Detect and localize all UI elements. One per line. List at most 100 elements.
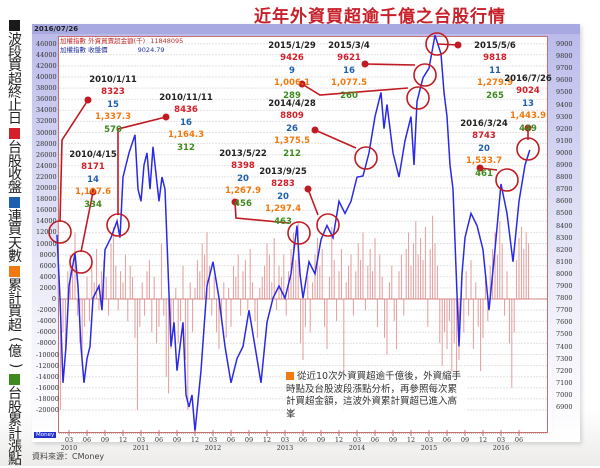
annotation-days: 13 — [522, 98, 534, 109]
highlight-circle — [354, 146, 378, 170]
x-axis-month-tick: 06 — [370, 436, 380, 444]
annotation-buy: 1,107.6 — [74, 187, 112, 198]
left-axis-tick: -16000 — [36, 383, 59, 392]
annotation-close: 9024 — [516, 86, 540, 97]
right-axis-tick: 8000 — [556, 269, 573, 278]
left-axis-tick: 38000 — [36, 84, 57, 93]
annotation-gain: 449 — [519, 123, 537, 134]
x-axis-month-tick: 06 — [514, 436, 524, 444]
left-axis-tick: 30000 — [36, 128, 57, 137]
annotation-days: 9 — [289, 65, 295, 76]
annotation-buy: 1,006.1 — [273, 78, 311, 89]
series-legend: 加權指數 外資買賣超金額(千) 11848095 加權指數 收盤價 9024.7… — [60, 37, 183, 55]
annotation-days: 16 — [180, 117, 192, 128]
annotation-gain: 456 — [234, 198, 252, 209]
annotation-days: 16 — [343, 65, 355, 76]
right-axis-tick: 7100 — [556, 378, 573, 387]
left-axis-tick: 34000 — [36, 106, 57, 115]
left-axis-tick: -8000 — [37, 339, 56, 348]
annotation-2016-3-24: 2016/3/24 8743 20 1,533.7 461 — [449, 118, 519, 180]
annotation-close: 8809 — [280, 111, 304, 122]
right-axis-tick: 8900 — [556, 161, 573, 169]
left-axis-tick: -18000 — [36, 394, 59, 403]
left-axis-tick: -12000 — [36, 361, 59, 370]
left-axis-tick: 14000 — [36, 217, 57, 226]
left-axis-tick: 2000 — [39, 283, 56, 292]
right-axis-tick: 9200 — [556, 124, 573, 133]
left-axis-tick: 32000 — [36, 117, 57, 126]
annotation-close: 8398 — [231, 161, 255, 172]
x-axis-month-tick: 06 — [154, 436, 164, 444]
x-axis-month-tick: 03 — [352, 436, 362, 444]
annotation-gain: 570 — [104, 124, 122, 135]
x-axis — [59, 430, 547, 436]
right-axis-tick: 7900 — [556, 282, 573, 290]
annotation-date: 2015/1/29 — [268, 41, 316, 51]
x-axis-month-tick: 03 — [280, 436, 290, 444]
annotation-buy: 1,077.5 — [330, 78, 368, 89]
left-axis-tick: 46000 — [36, 39, 57, 48]
x-axis-year-label: 2016 — [492, 444, 510, 452]
annotation-gain: 212 — [283, 148, 301, 159]
left-axis-tick: -10000 — [36, 350, 59, 359]
annotation-date: 2014/4/28 — [268, 99, 316, 109]
x-axis-year-label: 2015 — [420, 444, 438, 452]
annotation-days: 20 — [478, 143, 490, 154]
x-axis-month-tick: 06 — [226, 436, 236, 444]
right-axis-tick: 8300 — [556, 233, 573, 242]
x-axis-month-tick: 09 — [460, 436, 470, 444]
left-axis-tick: -20000 — [36, 406, 59, 414]
left-axis-tick: -4000 — [37, 317, 56, 326]
x-axis-month-tick: 03 — [208, 436, 218, 444]
annotation-gain: 289 — [283, 90, 301, 101]
annotation-days: 20 — [277, 191, 289, 202]
left-axis-tick: -14000 — [36, 372, 59, 381]
left-axis-tick: 36000 — [36, 95, 57, 104]
annotation-close: 8743 — [472, 131, 496, 142]
x-axis-month-tick: 09 — [316, 436, 326, 444]
right-axis-tick: 9600 — [556, 76, 573, 85]
annotation-date: 2013/5/22 — [219, 149, 267, 159]
left-axis-tick: 18000 — [36, 195, 57, 204]
legend-swatch-2 — [9, 197, 20, 209]
annotation-date: 2010/11/11 — [159, 93, 213, 103]
annotation-gain: 265 — [486, 90, 504, 101]
x-axis-month-tick: 06 — [82, 436, 92, 444]
panel-date: 2016/07/26 — [34, 25, 79, 33]
legend-label-3: 累計買超(億) — [7, 278, 24, 369]
right-axis-tick: 9000 — [556, 148, 573, 157]
legend-label-4: 台股累計漲點 — [8, 386, 22, 468]
legend-swatch-0 — [9, 20, 20, 31]
annotation-buy: 1,375.5 — [273, 136, 311, 147]
annotation-close: 8323 — [101, 87, 125, 98]
annotation-date: 2016/7/26 — [504, 74, 552, 84]
x-axis-month-tick: 03 — [496, 436, 506, 444]
annotation-markers — [48, 32, 540, 274]
panel-top-bar — [32, 24, 580, 34]
annotation-close: 8436 — [174, 105, 198, 116]
highlight-circle — [406, 86, 430, 110]
x-axis-month-tick: 09 — [244, 436, 254, 444]
left-axis-tick: -6000 — [37, 328, 56, 337]
annotation-close: 9818 — [483, 53, 507, 64]
annotation-buy: 1,533.7 — [465, 156, 503, 167]
annotation-days: 20 — [237, 173, 249, 184]
x-axis-month-tick: 12 — [406, 436, 416, 444]
annotation-date: 2015/3/4 — [328, 41, 370, 51]
right-axis-tick: 8800 — [556, 173, 573, 182]
left-axis-tick: 22000 — [36, 172, 57, 181]
x-axis-month-tick: 09 — [100, 436, 110, 444]
annotation-2010-1-11: 2010/1/11 8323 15 1,337.3 570 — [78, 74, 148, 136]
highlight-circle — [495, 168, 519, 192]
right-axis-tick: 9500 — [556, 88, 573, 97]
annotation-buy: 1,297.4 — [264, 204, 302, 215]
chart-title: 近年外資買超逾千億之台股行情 — [254, 7, 506, 27]
right-axis-tick: 7800 — [556, 294, 573, 303]
annotation-close: 9621 — [337, 53, 361, 64]
annotation-2010-4-15: 2010/4/15 8171 14 1,107.6 334 — [58, 149, 128, 211]
annotation-gain: 461 — [475, 168, 493, 179]
legend-swatch-3 — [9, 266, 20, 278]
annotation-2015-3-4: 2015/3/4 9621 16 1,077.5 260 — [314, 40, 384, 102]
right-axis-tick: 7300 — [556, 354, 573, 363]
